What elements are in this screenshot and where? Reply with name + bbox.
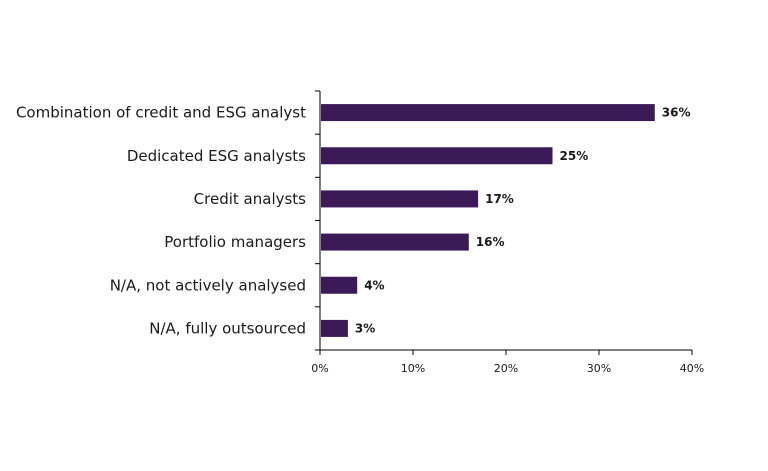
bar-3 [321,233,469,251]
bar-1 [321,147,553,165]
category-label-2: Credit analysts [194,190,307,208]
bar-0 [321,104,655,122]
value-label-2: 17% [485,192,514,206]
bars-layer [321,104,655,337]
category-label-0: Combination of credit and ESG analyst [16,104,306,122]
labels-layer: Combination of credit and ESG analyst 36%… [16,104,704,375]
category-label-3: Portfolio managers [164,233,306,251]
bar-5 [321,319,348,337]
x-tick-label-0: 0% [311,362,328,375]
bar-4 [321,276,358,294]
category-label-4: N/A, not actively analysed [110,276,306,294]
value-label-1: 25% [560,149,589,163]
axis-layer [315,90,693,355]
x-tick-label-2: 20% [494,362,518,375]
x-tick-label-1: 10% [401,362,425,375]
value-label-3: 16% [476,235,505,249]
value-label-0: 36% [662,106,691,120]
x-tick-label-4: 40% [680,362,704,375]
value-label-4: 4% [364,278,384,292]
bar-2 [321,190,479,208]
value-label-5: 3% [355,321,375,335]
category-label-5: N/A, fully outsourced [149,319,306,337]
x-tick-label-3: 30% [587,362,611,375]
category-label-1: Dedicated ESG analysts [127,147,306,165]
